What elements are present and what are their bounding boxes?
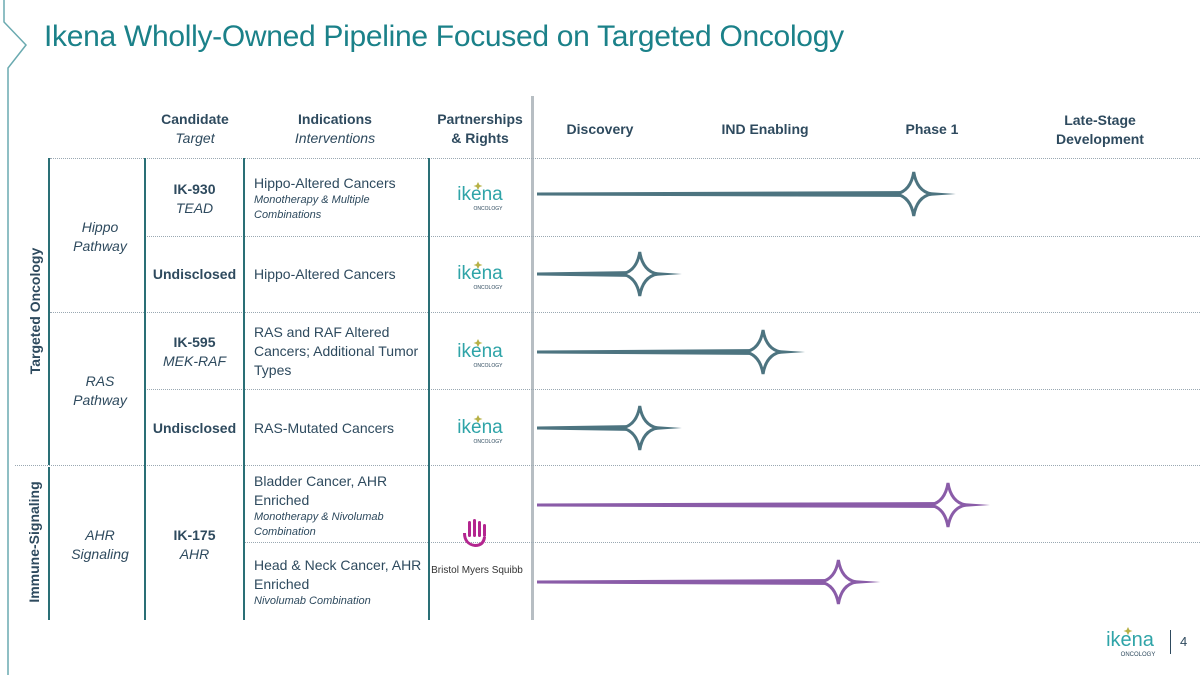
footer-divider (1170, 630, 1171, 654)
column-line (144, 158, 146, 620)
progress-arrow (537, 251, 682, 297)
indication-row-1: Hippo-Altered Cancers Monotherapy & Mult… (254, 175, 396, 221)
footer-ikena-logo: ikena ONCOLOGY (1106, 627, 1156, 658)
row-divider (15, 465, 1200, 466)
svg-text:ONCOLOGY: ONCOLOGY (474, 439, 504, 445)
header-candidate: Candidate Target (161, 111, 229, 146)
svg-text:ikena: ikena (457, 417, 503, 438)
row-divider (145, 236, 1200, 237)
progress-star (621, 251, 658, 297)
ikena-logo: ikena ONCOLOGY (457, 261, 504, 291)
progress-arrow (537, 329, 806, 375)
candidate-ik930: IK-930 TEAD (173, 181, 216, 216)
phase-divider (531, 96, 534, 620)
progress-arrow (537, 559, 881, 605)
ikena-logo: ikena ONCOLOGY (457, 182, 504, 212)
group-line (48, 158, 50, 465)
phase-discovery: Discovery (566, 121, 634, 137)
svg-text:ONCOLOGY: ONCOLOGY (1121, 652, 1156, 658)
indication-row-2: Hippo-Altered Cancers (254, 266, 396, 282)
phase-1: Phase 1 (905, 121, 959, 137)
pathway-ras: RAS Pathway (73, 373, 127, 408)
svg-text:ikena: ikena (457, 184, 503, 205)
column-line (243, 158, 245, 620)
indication-row-6: Head & Neck Cancer, AHR Enriched Nivolum… (254, 557, 422, 607)
header-partnerships: Partnerships & Rights (437, 111, 523, 146)
ikena-logo: ikena ONCOLOGY (457, 415, 504, 445)
svg-text:ONCOLOGY: ONCOLOGY (474, 206, 504, 212)
candidate-ik175: IK-175 AHR (173, 527, 216, 562)
chevron-decoration (3, 0, 27, 675)
row-divider (50, 158, 1200, 159)
progress-star (820, 559, 857, 605)
svg-text:ikena: ikena (457, 263, 503, 284)
svg-text:Bristol Myers Squibb: Bristol Myers Squibb (431, 565, 523, 576)
row-divider (50, 312, 1200, 313)
phase-ind-enabling: IND Enabling (721, 121, 809, 137)
progress-arrow (537, 171, 956, 217)
svg-text:ONCOLOGY: ONCOLOGY (474, 363, 504, 369)
ikena-logo: ikena ONCOLOGY (457, 339, 504, 369)
indication-row-4: RAS-Mutated Cancers (254, 420, 395, 436)
row-divider (145, 389, 1200, 390)
svg-text:ONCOLOGY: ONCOLOGY (474, 285, 504, 291)
candidate-undisclosed-2: Undisclosed (152, 420, 237, 436)
progress-star (895, 171, 932, 217)
progress-star (745, 329, 782, 375)
svg-text:ikena: ikena (1106, 629, 1155, 651)
progress-arrow (537, 482, 990, 528)
pathway-ahr: AHR Signaling (71, 527, 129, 562)
page-title: Ikena Wholly-Owned Pipeline Focused on T… (44, 20, 844, 53)
group-line (48, 467, 50, 620)
progress-star (621, 405, 658, 451)
phase-late-stage: Late-Stage Development (1056, 112, 1144, 147)
progress-star (930, 482, 966, 528)
bms-logo: Bristol Myers Squibb (431, 519, 523, 576)
row-divider (245, 542, 1200, 543)
pathway-hippo: Hippo Pathway (73, 219, 127, 254)
candidate-undisclosed-1: Undisclosed (152, 266, 237, 282)
indication-row-3: RAS and RAF Altered Cancers; Additional … (254, 324, 419, 378)
page-number: 4 (1180, 634, 1188, 649)
column-line (428, 158, 430, 620)
indication-row-5: Bladder Cancer, AHR Enriched Monotherapy… (254, 473, 388, 538)
candidate-ik595: IK-595 MEK-RAF (163, 334, 226, 369)
progress-arrow (537, 405, 682, 451)
svg-text:ikena: ikena (457, 341, 503, 362)
header-indications: Indications Interventions (294, 111, 376, 146)
